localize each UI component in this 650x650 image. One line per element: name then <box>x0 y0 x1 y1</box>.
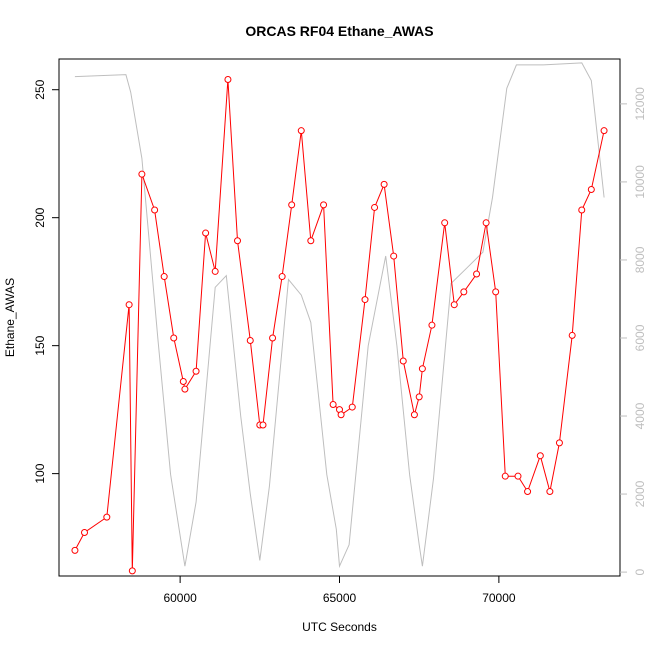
primary-series-point <box>179 377 187 385</box>
primary-series-point <box>600 127 608 135</box>
primary-series-point <box>399 357 407 365</box>
y2-tick-label: 0 <box>633 568 647 575</box>
primary-series-point <box>259 421 267 429</box>
y2-tick-label: 6000 <box>633 324 647 351</box>
primary-series-point <box>81 528 88 536</box>
primary-series-point <box>524 488 532 496</box>
primary-series-point <box>181 385 189 393</box>
primary-series-point <box>128 567 136 575</box>
primary-series-point <box>361 296 369 304</box>
y-tick-label: 200 <box>33 207 47 227</box>
y-tick-label: 150 <box>33 335 47 355</box>
primary-series-point <box>371 203 379 211</box>
x-tick-label: 70000 <box>482 591 516 605</box>
x-tick-label: 60000 <box>163 591 197 605</box>
primary-series-point <box>297 127 305 135</box>
primary-series-point <box>246 337 254 345</box>
primary-series-point <box>234 237 241 245</box>
primary-series-point <box>441 219 449 227</box>
primary-series-point <box>151 206 159 214</box>
primary-series-point <box>536 452 544 460</box>
primary-series-point <box>329 401 337 409</box>
chart-title: ORCAS RF04 Ethane_AWAS <box>245 23 433 39</box>
y2-tick-label: 12000 <box>633 87 647 121</box>
x-tick-label: 65000 <box>323 591 357 605</box>
primary-series-point <box>170 334 178 342</box>
primary-series-point <box>473 270 481 278</box>
primary-series-point <box>410 411 418 419</box>
primary-series-point <box>138 170 146 178</box>
primary-series-point <box>348 403 356 411</box>
primary-series-point <box>514 472 522 480</box>
y2-tick-label: 8000 <box>633 246 647 273</box>
primary-series-point <box>288 201 296 209</box>
primary-series-point <box>160 273 168 281</box>
plot-frame <box>58 58 621 577</box>
primary-series-point <box>307 237 315 245</box>
y2-tick-label: 4000 <box>633 402 647 429</box>
primary-series-point <box>428 321 436 329</box>
primary-series-point <box>492 288 500 296</box>
primary-series-point <box>125 301 133 309</box>
primary-series-point <box>278 273 286 281</box>
primary-series-point <box>337 411 345 419</box>
y-axis-label: Ethane_AWAS <box>3 278 17 357</box>
primary-series-line <box>74 79 605 571</box>
primary-series-point <box>501 472 509 480</box>
primary-series-point <box>269 334 277 342</box>
primary-series-point <box>224 75 232 83</box>
primary-series-point <box>320 201 328 209</box>
primary-series-point <box>460 288 468 296</box>
y-tick-label: 250 <box>33 79 47 99</box>
primary-series-point <box>568 331 576 339</box>
primary-series-point <box>415 393 423 401</box>
y2-tick-label: 10000 <box>633 165 647 199</box>
primary-series-point <box>380 180 388 188</box>
primary-series-point <box>103 513 111 521</box>
primary-series-point <box>450 301 458 309</box>
primary-series-point <box>390 252 398 260</box>
primary-series-point <box>202 229 210 237</box>
primary-series-point <box>546 488 554 496</box>
primary-series-point <box>578 206 586 214</box>
axes-layer: 60000 65000 70000 100 150 200 250 0 2000 4000 6000… <box>33 79 647 605</box>
primary-series-point <box>587 186 595 194</box>
y2-tick-label: 2000 <box>633 480 647 507</box>
secondary-series-layer <box>74 62 605 569</box>
secondary-series-line <box>74 62 605 569</box>
primary-series-point <box>211 267 219 275</box>
y-tick-label: 100 <box>33 463 47 483</box>
primary-series-point <box>192 367 200 375</box>
primary-series-point <box>418 365 426 373</box>
primary-series-layer <box>71 75 608 575</box>
primary-series-point <box>482 219 490 227</box>
x-axis-label: UTC Seconds <box>302 620 377 634</box>
primary-series-point <box>71 546 79 554</box>
primary-series-point <box>555 439 563 447</box>
